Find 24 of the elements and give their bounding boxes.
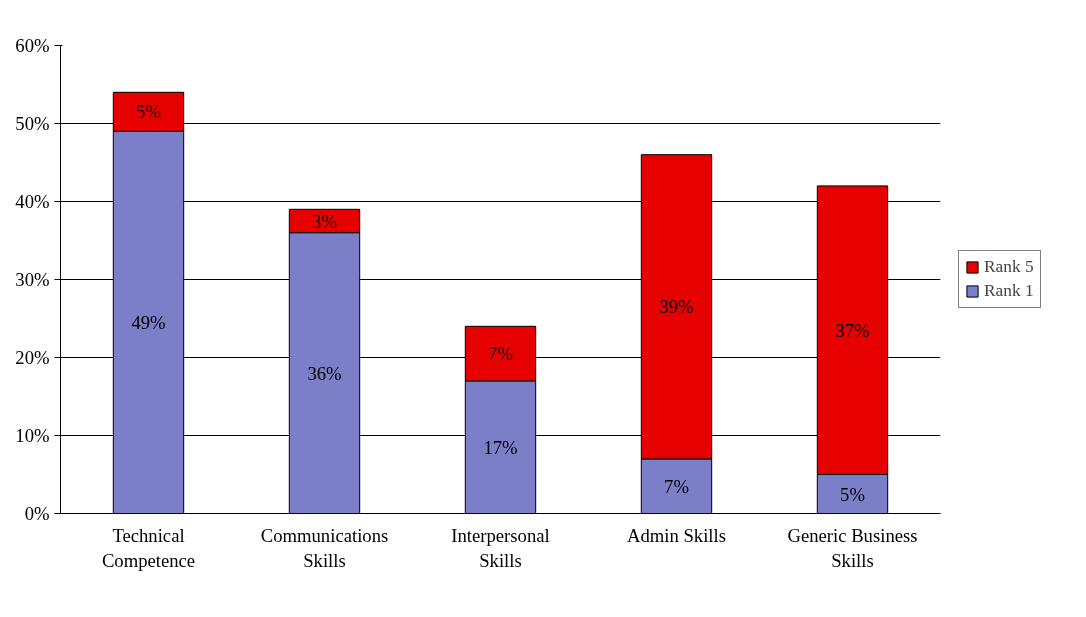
y-tick-label: 10%	[15, 425, 50, 446]
y-tick-label: 50%	[15, 113, 50, 134]
data-label: 49%	[131, 311, 166, 333]
y-tick-label: 20%	[15, 347, 50, 368]
legend-label: Rank 5	[984, 257, 1034, 277]
data-label: 17%	[483, 436, 518, 458]
data-label: 7%	[488, 343, 513, 365]
y-tick-label: 30%	[15, 269, 50, 290]
data-label: 5%	[136, 101, 161, 123]
y-tick-label: 60%	[15, 35, 50, 56]
x-tick-label: Communications Skills	[260, 524, 389, 571]
data-label: 3%	[312, 210, 337, 232]
x-tick-label: Interpersonal Skills	[451, 524, 550, 571]
x-tick-label: Generic Business Skills	[787, 524, 918, 571]
y-tick-label: 40%	[15, 191, 50, 212]
data-label: 37%	[835, 319, 870, 341]
data-label: 7%	[664, 475, 689, 497]
x-tick-label: Technical Competence	[101, 524, 196, 571]
x-tick-label: Admin Skills	[627, 524, 727, 546]
data-label: 36%	[307, 362, 342, 384]
data-label: 39%	[659, 296, 694, 318]
data-label: 5%	[840, 483, 865, 505]
y-tick-label: 0%	[24, 503, 50, 524]
legend-label: Rank 1	[984, 281, 1034, 301]
